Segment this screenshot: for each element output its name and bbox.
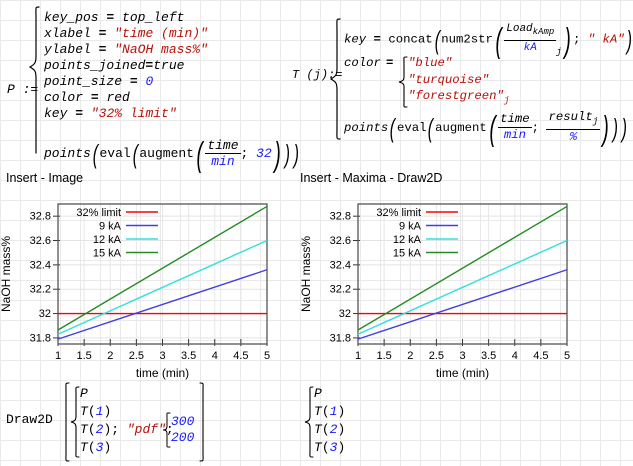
svg-text:4: 4 [212, 350, 218, 362]
svg-text:3: 3 [459, 350, 465, 362]
svg-text:12 kA: 12 kA [93, 234, 122, 246]
svg-text:3.5: 3.5 [181, 350, 196, 362]
svg-text:31.8: 31.8 [30, 332, 51, 344]
svg-text:3: 3 [159, 350, 165, 362]
svg-text:1: 1 [355, 350, 361, 362]
svg-text:32: 32 [339, 308, 351, 320]
svg-text:15 kA: 15 kA [93, 248, 122, 260]
svg-text:32.6: 32.6 [30, 235, 51, 247]
svg-text:5: 5 [564, 350, 570, 362]
svg-text:2: 2 [407, 350, 413, 362]
svg-text:time (min): time (min) [436, 366, 489, 380]
svg-text:9 kA: 9 kA [399, 221, 422, 233]
svg-text:32.2: 32.2 [330, 284, 351, 296]
svg-text:4.5: 4.5 [233, 350, 248, 362]
svg-text:2.5: 2.5 [429, 350, 444, 362]
svg-text:4: 4 [512, 350, 518, 362]
svg-text:32.8: 32.8 [330, 211, 351, 223]
svg-text:1.5: 1.5 [376, 350, 391, 362]
svg-text:NaOH mass%: NaOH mass% [0, 236, 13, 312]
svg-text:32.6: 32.6 [330, 235, 351, 247]
svg-text:32% limit: 32% limit [376, 207, 421, 219]
svg-text:NaOH mass%: NaOH mass% [300, 236, 313, 312]
svg-text:32: 32 [39, 308, 51, 320]
svg-text:32.8: 32.8 [30, 211, 51, 223]
svg-text:32.4: 32.4 [330, 259, 351, 271]
svg-text:5: 5 [264, 350, 270, 362]
svg-text:1.5: 1.5 [76, 350, 91, 362]
svg-text:32.2: 32.2 [30, 284, 51, 296]
svg-text:3.5: 3.5 [481, 350, 496, 362]
svg-text:2: 2 [107, 350, 113, 362]
svg-text:12 kA: 12 kA [393, 234, 422, 246]
svg-text:31.8: 31.8 [330, 332, 351, 344]
svg-text:15 kA: 15 kA [393, 248, 422, 260]
svg-text:1: 1 [55, 350, 61, 362]
svg-text:4.5: 4.5 [533, 350, 548, 362]
svg-text:time (min): time (min) [136, 366, 189, 380]
svg-text:32% limit: 32% limit [76, 207, 121, 219]
svg-text:2.5: 2.5 [129, 350, 144, 362]
svg-text:9 kA: 9 kA [99, 221, 122, 233]
svg-text:32.4: 32.4 [30, 259, 51, 271]
